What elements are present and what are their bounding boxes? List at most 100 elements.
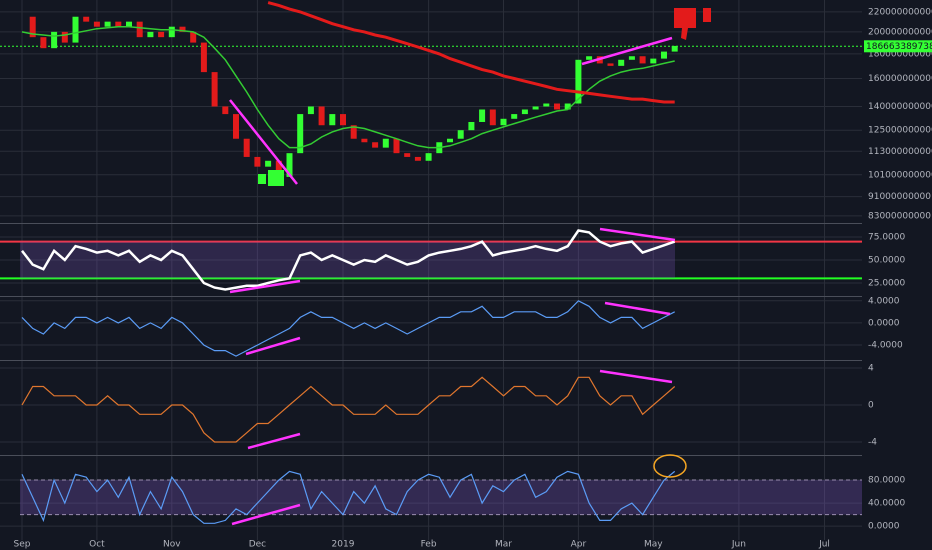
candle [179,26,186,32]
y-tick-label: 220000000000 [868,7,932,17]
series-line [21,376,676,443]
candle [190,31,197,43]
x-tick-label: Mar [495,540,512,550]
divergence-line [604,301,671,316]
candle [586,56,593,60]
candle [286,153,293,177]
x-tick-label: May [644,540,663,550]
candle [307,106,314,115]
y-tick-label: 91000000000 [868,192,931,202]
y-tick-label: 40.0000 [868,499,905,509]
candle [543,103,550,107]
candle [532,106,539,110]
candle [521,109,528,115]
candle [414,156,421,161]
price-axis [862,0,932,550]
candle [350,125,357,139]
y-tick-label: 4 [868,364,874,374]
candle [318,106,325,126]
candle [479,109,486,122]
x-tick-label: Dec [249,540,266,550]
divergence-line [229,279,301,294]
candle [382,138,389,148]
candle [500,118,507,126]
candle [650,58,657,64]
candle [671,45,678,52]
y-tick-label: 160000000000 [868,74,932,84]
candle [297,114,304,154]
candle [425,153,432,161]
y-tick-label: 113000000000 [868,147,932,157]
series-line [21,470,676,524]
y-tick-label: 125000000000 [868,126,932,136]
divergence-line [599,369,673,384]
axis: Sep Oct Nov Dec 2019 Feb Mar Apr May Jun Jul 830000… [14,7,932,550]
candle [104,21,111,27]
candle [447,138,453,143]
y-tick-label: 0 [868,401,874,411]
candle [329,114,336,126]
y-tick-label: 25.0000 [868,279,905,289]
candle [254,156,261,167]
x-tick-label: Jul [818,540,830,550]
candle [72,16,79,43]
y-tick-label: 101000000000 [868,170,932,180]
divergence-line [599,227,676,242]
x-tick-label: Sep [14,540,31,550]
candle [93,21,100,27]
y-tick-label: -4 [868,438,877,448]
band [20,480,862,515]
y-tick-label: 0.0000 [868,522,900,532]
divergence-line [581,36,673,66]
x-tick-label: Apr [571,540,587,550]
y-tick-label: -4.0000 [868,341,903,351]
y-tick-label: 83000000000 [868,211,931,221]
candle [158,31,165,38]
candle [457,130,464,139]
candle [489,109,496,126]
divergence-line [229,99,298,185]
thumbs-down-icon [674,8,696,40]
candle [372,142,379,148]
candle [575,59,582,104]
candle [29,16,36,38]
candle [468,121,475,131]
series-line [21,229,676,291]
candle [61,31,68,43]
y-tick-label: 80.0000 [868,476,905,486]
last-price-box [864,40,932,53]
candle [211,72,218,107]
candle [243,138,250,157]
x-tick-label: Jun [731,540,746,550]
candle [564,103,571,110]
thumbs-up-icon [258,170,284,186]
candle [661,51,667,59]
candle [168,26,175,38]
thumbs-down-icon [703,8,711,22]
candle [361,138,368,143]
candle [340,114,346,126]
candle [51,31,58,49]
x-tick-label: Oct [89,540,105,550]
y-tick-label: 180000000000 [868,49,932,59]
divergence-line [231,503,301,526]
candle [554,103,560,110]
annotations [229,36,676,526]
candle [126,21,132,27]
y-tick-label: 200000000000 [868,27,932,37]
candle [233,114,239,139]
y-tick-label: 140000000000 [868,102,932,112]
y-tick-label: 4.0000 [868,296,900,306]
last-price-label: 186663389738 [866,42,932,52]
series-line [267,1,675,104]
series-line [21,25,675,149]
x-tick-label: Feb [421,540,437,550]
candle [511,114,518,119]
candle [136,21,143,38]
candle [200,42,207,73]
candle [393,138,400,154]
candle [40,37,47,49]
